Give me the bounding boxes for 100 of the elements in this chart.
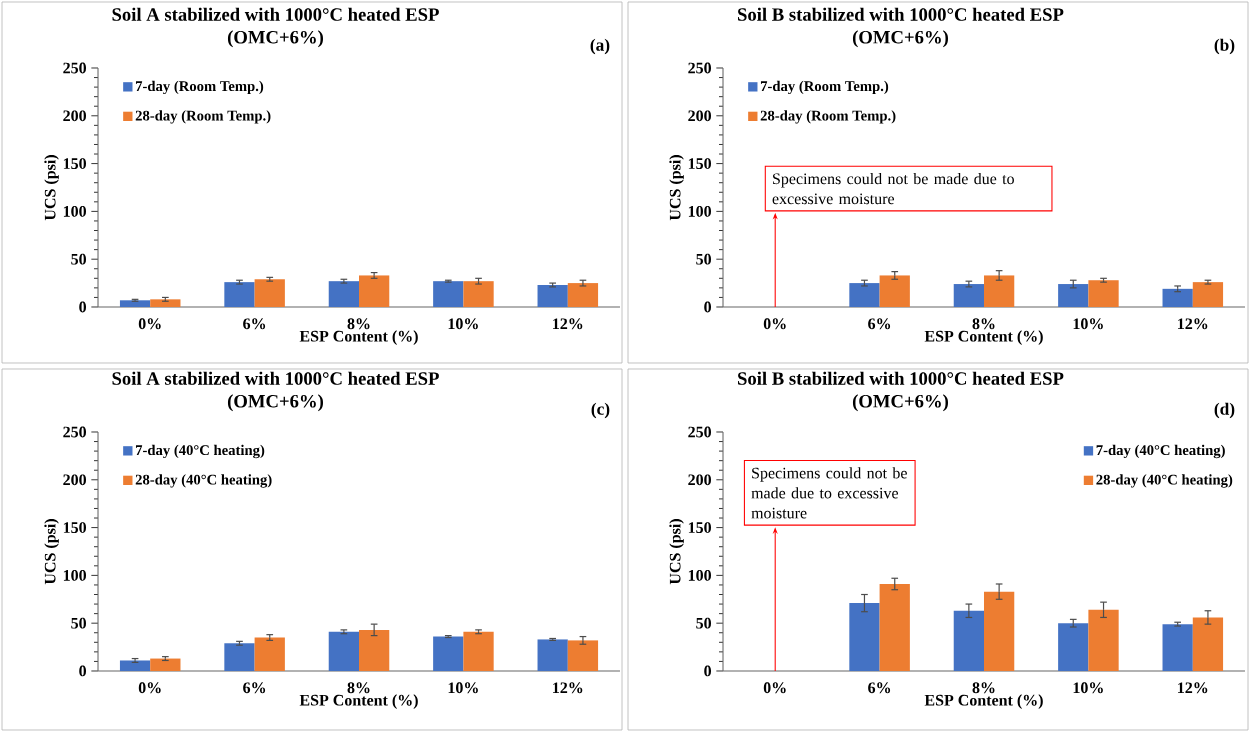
legend-label: 7-day (Room Temp.) — [135, 80, 264, 95]
bar — [537, 639, 568, 671]
y-tick-label: 50 — [696, 253, 712, 265]
x-tick-label: 6% — [868, 682, 891, 694]
y-tick-label: 100 — [688, 569, 712, 581]
x-tick-label: 10% — [448, 682, 478, 694]
bar — [1088, 609, 1119, 671]
chart-subtitle: (OMC+6%) — [852, 30, 948, 48]
y-axis-title: UCS (psi) — [44, 519, 59, 585]
bar — [567, 640, 599, 671]
chart-title: Soil B stabilized with 1000°C heated ESP — [738, 371, 1064, 385]
bar — [433, 636, 464, 671]
text: (a) — [590, 38, 610, 55]
text: (b) — [1214, 38, 1235, 55]
bar — [224, 643, 255, 671]
y-tick-label: 200 — [688, 110, 712, 122]
y-tick-label: 100 — [63, 569, 87, 581]
x-axis-title: ESP Content (%) — [924, 694, 1043, 709]
chart-subtitle: (OMC+6%) — [852, 394, 948, 412]
x-tick-label: 10% — [1073, 682, 1103, 694]
chart-subtitle: (OMC+6%) — [227, 394, 324, 412]
legend-label: 28-day (40°C heating) — [135, 474, 272, 488]
bar — [953, 284, 984, 307]
y-tick-label: 150 — [688, 158, 712, 169]
bar — [984, 275, 1015, 307]
x-tick-label: 6% — [243, 682, 266, 694]
bar — [463, 631, 494, 671]
x-tick-label: 8% — [972, 318, 995, 330]
chart-title: Soil A stabilized with 1000°C heated ESP — [112, 7, 439, 21]
x-tick-label: 0% — [763, 318, 786, 330]
bar — [254, 279, 285, 307]
x-tick-label: 8% — [347, 318, 370, 330]
bar — [984, 591, 1015, 671]
y-tick-label: 200 — [63, 474, 87, 486]
y-tick-label: 0 — [79, 301, 87, 313]
x-tick-label: 6% — [868, 318, 891, 330]
y-tick-label: 250 — [688, 62, 712, 74]
y-tick-label: 0 — [79, 665, 87, 677]
bar — [119, 300, 151, 307]
y-axis-title: UCS (psi) — [44, 155, 59, 221]
bar — [567, 283, 599, 307]
y-tick-label: 0 — [704, 301, 712, 313]
x-tick-label: 12% — [1178, 318, 1208, 330]
y-tick-label: 0 — [704, 665, 712, 677]
x-tick-label: 0% — [138, 682, 161, 694]
bar — [150, 658, 181, 671]
x-tick-label: 12% — [553, 682, 583, 694]
annotation: Specimens could not be made due to excessive moisture — [751, 467, 907, 519]
bar — [328, 281, 360, 307]
x-axis-title: ESP Content (%) — [299, 330, 418, 345]
bar — [537, 285, 568, 307]
y-tick-label: 250 — [63, 426, 87, 438]
y-tick-label: 100 — [63, 205, 87, 217]
bar — [224, 282, 255, 307]
bar — [119, 660, 151, 671]
bar — [1192, 282, 1224, 307]
y-tick-label: 250 — [63, 62, 87, 74]
y-tick-label: 50 — [71, 617, 87, 629]
bar — [359, 275, 390, 307]
y-axis-title: UCS (psi) — [669, 155, 684, 221]
x-tick-label: 12% — [1178, 682, 1208, 694]
bar — [1192, 617, 1224, 671]
legend-label: 7-day (40°C heating) — [1096, 444, 1225, 459]
bar — [849, 283, 880, 307]
y-tick-label: 150 — [63, 158, 87, 169]
bar — [1088, 280, 1119, 307]
y-tick-label: 150 — [63, 522, 87, 533]
bar — [1162, 624, 1193, 671]
legend-label: 7-day (Room Temp.) — [760, 80, 889, 95]
x-tick-label: 10% — [448, 318, 478, 330]
bar — [1058, 284, 1089, 307]
text: (c) — [591, 402, 610, 419]
x-tick-label: 8% — [972, 682, 995, 694]
annotation: Specimens could not be made due to excessive moisture — [772, 172, 1014, 205]
legend-label: 28-day (40°C heating) — [1096, 474, 1233, 488]
y-tick-label: 150 — [688, 522, 712, 533]
bar — [328, 631, 360, 671]
bar — [1058, 623, 1089, 671]
x-axis-title: ESP Content (%) — [299, 694, 418, 709]
bar — [254, 637, 285, 671]
y-tick-label: 50 — [696, 617, 712, 629]
chart-subtitle: (OMC+6%) — [227, 30, 324, 48]
chart-title: Soil B stabilized with 1000°C heated ESP — [738, 7, 1064, 21]
text: (d) — [1214, 402, 1235, 419]
y-tick-label: 100 — [688, 205, 712, 217]
bar — [433, 281, 464, 307]
y-tick-label: 200 — [63, 110, 87, 122]
x-tick-label: 10% — [1073, 318, 1103, 330]
bar — [463, 281, 494, 307]
bar — [849, 603, 880, 671]
x-tick-label: 8% — [347, 682, 370, 694]
x-axis-title: ESP Content (%) — [924, 330, 1043, 345]
legend-label: 28-day (Room Temp.) — [760, 110, 896, 124]
bar — [150, 299, 181, 307]
bar — [879, 583, 910, 671]
x-tick-label: 12% — [553, 318, 583, 330]
x-tick-label: 0% — [763, 682, 786, 694]
bar — [359, 629, 390, 671]
y-tick-label: 50 — [71, 253, 87, 265]
bar — [879, 275, 910, 307]
